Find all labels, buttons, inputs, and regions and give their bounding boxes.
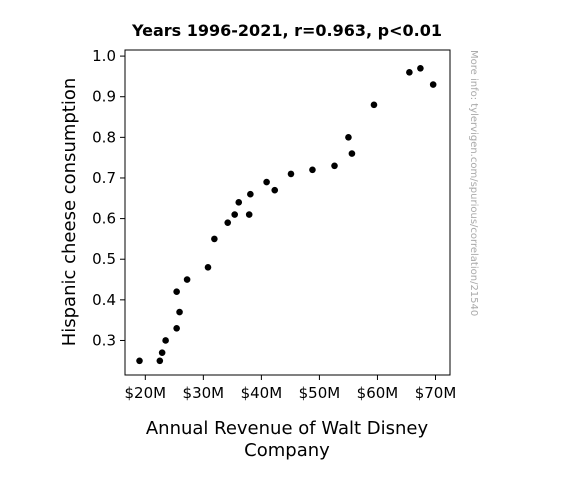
x-axis: $20M $30M $40M $50M $60M $70M [125,375,457,402]
data-point [271,186,279,194]
data-point [224,219,232,226]
data-point [173,288,180,296]
data-point [348,150,356,157]
chart-title: Years 1996-2021, r=0.963, p<0.01 [131,21,442,40]
data-point [406,69,413,76]
data-point [245,211,253,218]
x-axis-label-line-2: Company [244,440,330,461]
data-point [231,211,238,218]
data-point [331,162,338,170]
y-tick-label: 0.8 [92,128,116,146]
data-point [183,276,191,283]
x-tick-label: $60M [357,384,399,402]
x-tick-label: $30M [183,384,225,402]
data-point [417,64,424,72]
data-point [158,349,166,356]
plot-frame [124,49,451,376]
x-tick-label: $70M [415,384,457,402]
data-point [429,81,437,88]
x-tick-label: $50M [299,384,341,402]
data-point [176,308,183,316]
data-point [247,190,254,198]
y-tick-label: 0.3 [92,331,116,349]
x-axis-label-line-1: Annual Revenue of Walt Disney [146,418,429,439]
source-note: More info: tylervigen.com/spurious/corre… [468,50,479,316]
y-axis-label: Hispanic cheese consumption [59,78,80,347]
y-tick-label: 0.6 [92,210,116,228]
y-tick-label: 0.5 [92,250,116,268]
data-point [263,178,270,186]
y-tick-label: 0.9 [92,88,116,106]
y-tick-label: 0.4 [92,291,116,309]
data-points [136,64,437,365]
data-point [345,134,352,141]
data-point [162,337,169,344]
y-tick-label: 0.7 [92,169,116,187]
data-point [136,357,143,365]
data-point [370,101,378,109]
data-point [287,170,295,178]
y-axis: 0.3 0.4 0.5 0.6 0.7 0.8 0.9 1.0 [92,47,125,349]
data-point [156,357,164,365]
x-tick-label: $20M [125,384,167,402]
data-point [211,235,218,243]
data-point [309,166,316,174]
x-tick-label: $40M [241,384,283,402]
data-point [235,199,243,206]
y-tick-label: 1.0 [92,47,116,65]
data-point [173,324,180,332]
data-point [204,264,212,271]
